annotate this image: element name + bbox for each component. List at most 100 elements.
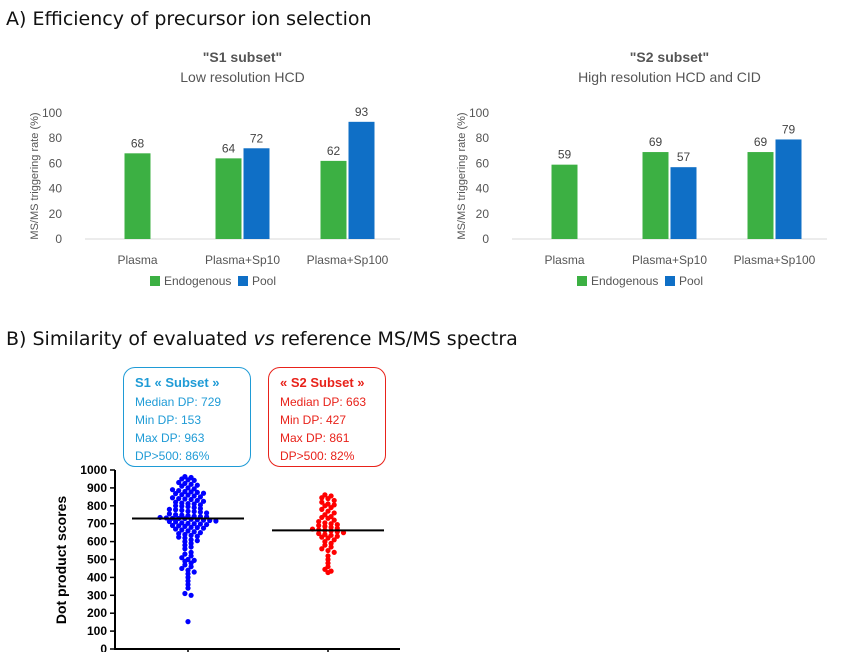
s1-legend-swatch-pool — [238, 276, 248, 286]
s1-data-point — [188, 496, 194, 503]
s1-data-point — [188, 532, 194, 538]
s1-data-point — [182, 546, 188, 552]
s1-data-point — [204, 521, 210, 528]
s2-y-tick-label: 0 — [482, 232, 489, 246]
s2-legend-swatch-endogenous — [577, 276, 587, 286]
s1-data-point — [194, 525, 200, 531]
s1-data-point — [185, 556, 191, 563]
panel-a-title: A) Efficiency of precursor ion selection — [6, 8, 372, 30]
s1-data-point — [188, 564, 194, 570]
s1-chart-subtitle: Low resolution HCD — [180, 69, 305, 85]
s2-data-point — [319, 506, 325, 512]
s1-min-dp: Min DP: 153 — [135, 413, 202, 427]
s1-data-point — [166, 511, 172, 517]
s2-data-label: 69 — [754, 135, 768, 149]
s2-data-point — [328, 540, 334, 546]
s2-bar-endogenous — [747, 152, 774, 239]
s1-data-point — [185, 585, 191, 591]
s1-data-point — [200, 490, 207, 496]
s1-data-point — [185, 485, 191, 491]
s2-category-label: Plasma — [544, 253, 584, 267]
s1-bar-endogenous — [320, 160, 347, 239]
s2-data-point — [325, 508, 331, 514]
s2-data-label: 69 — [649, 135, 663, 149]
s1-data-point — [185, 520, 191, 526]
s2-data-point — [319, 499, 325, 505]
s1-data-point — [191, 508, 197, 515]
s2-data-point — [334, 521, 340, 528]
s1-data-point — [179, 527, 185, 533]
s1-data-point — [185, 567, 191, 573]
s1-category-label: Plasma+Sp10 — [205, 253, 280, 267]
s1-y-tick-label: 0 — [55, 232, 62, 246]
s2-y-tick-label: 80 — [476, 131, 490, 145]
s1-data-point — [179, 507, 185, 513]
s1-bar-chart: "S1 subset" Low resolution HCD MS/MS trigg… — [29, 49, 400, 288]
dot-y-tick-label: 200 — [87, 606, 107, 620]
s2-data-label: 79 — [782, 122, 796, 136]
s2-data-point — [340, 530, 347, 536]
s1-bar-endogenous — [124, 153, 151, 239]
s1-legend-label-endogenous: Endogenous — [164, 274, 231, 288]
s1-data-point — [176, 487, 182, 494]
s2-data-point — [334, 533, 340, 539]
dot-y-tick-label: 900 — [87, 481, 107, 495]
s1-data-point — [185, 619, 191, 625]
s1-summary-box: S1 « Subset » Median DP: 729 Min DP: 153… — [123, 367, 251, 467]
s1-data-point — [169, 495, 176, 501]
s2-y-tick-label: 60 — [476, 156, 490, 170]
s1-data-point — [169, 522, 176, 529]
s2-data-point — [331, 510, 337, 516]
s1-data-point — [173, 512, 179, 518]
s2-data-point — [328, 544, 334, 550]
s2-data-point — [325, 501, 331, 507]
s1-max-dp: Max DP: 963 — [135, 431, 205, 445]
s1-data-point — [182, 590, 188, 597]
s1-data-point — [166, 518, 172, 525]
s1-chart-title: "S1 subset" — [203, 49, 282, 65]
dot-y-tick-label: 600 — [87, 535, 107, 549]
s1-data-point — [194, 497, 200, 504]
s1-data-point — [173, 526, 179, 532]
s2-max-dp: Max DP: 861 — [280, 431, 350, 445]
s2-data-point — [316, 530, 322, 537]
s1-data-point — [194, 482, 200, 488]
s2-data-point — [325, 547, 331, 554]
s1-data-point — [197, 502, 203, 508]
s2-data-point — [325, 556, 331, 563]
s1-data-point — [176, 496, 182, 502]
s1-data-point — [188, 524, 194, 530]
s1-data-point — [194, 538, 200, 544]
s1-data-point — [188, 592, 194, 598]
s1-y-tick-label: 60 — [49, 156, 63, 170]
s2-y-tick-label: 100 — [469, 106, 489, 120]
panel-b-title-post: reference MS/MS spectra — [274, 328, 518, 350]
s1-data-point — [166, 506, 172, 512]
s2-bar-endogenous — [551, 164, 578, 239]
s2-data-point — [322, 512, 328, 518]
s2-data-point — [316, 518, 322, 525]
s2-bar-pool — [670, 167, 697, 239]
s2-legend-label-pool: Pool — [679, 274, 703, 288]
s2-category-label: Plasma+Sp10 — [632, 253, 707, 267]
s2-data-point — [322, 520, 328, 526]
s1-data-point — [182, 496, 188, 502]
s1-data-point — [169, 487, 176, 493]
s1-data-point — [182, 488, 188, 495]
s1-category-label: Plasma — [117, 253, 157, 267]
s1-data-point — [185, 528, 191, 534]
s1-data-label: 93 — [355, 105, 369, 119]
s2-data-point — [325, 560, 331, 566]
dot-y-axis-label: Dot product scores — [53, 496, 69, 625]
s1-data-point — [188, 553, 194, 559]
s1-data-point — [191, 569, 197, 575]
dot-y-tick-label: 300 — [87, 588, 107, 602]
s1-bar-endogenous — [215, 158, 242, 239]
s1-data-point — [197, 530, 203, 536]
s2-y-tick-label: 40 — [476, 182, 490, 196]
s2-chart-title: "S2 subset" — [630, 49, 709, 65]
s2-data-point — [328, 524, 334, 530]
s2-data-point — [331, 497, 337, 504]
s1-data-point — [179, 500, 185, 506]
s1-data-point — [197, 509, 203, 515]
